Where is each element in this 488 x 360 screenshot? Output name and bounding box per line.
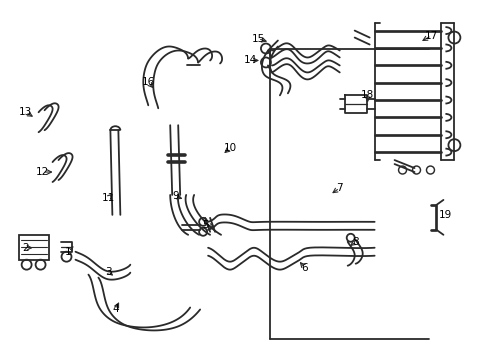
Text: 16: 16 [142,77,155,87]
Text: 7: 7 [336,183,343,193]
Text: 14: 14 [243,55,256,66]
Text: 15: 15 [251,33,264,44]
Text: 8: 8 [352,237,358,247]
Text: 12: 12 [36,167,49,177]
Text: 3: 3 [105,267,111,276]
Text: 10: 10 [223,143,236,153]
Text: 4: 4 [112,305,119,315]
Text: 19: 19 [438,210,451,220]
Text: 17: 17 [424,31,437,41]
Text: 5: 5 [202,220,208,230]
Text: 9: 9 [172,191,178,201]
Text: 6: 6 [301,263,307,273]
Text: 11: 11 [102,193,115,203]
Text: 13: 13 [19,107,32,117]
Text: 18: 18 [360,90,373,100]
Text: 1: 1 [65,247,72,257]
Text: 2: 2 [22,243,29,253]
